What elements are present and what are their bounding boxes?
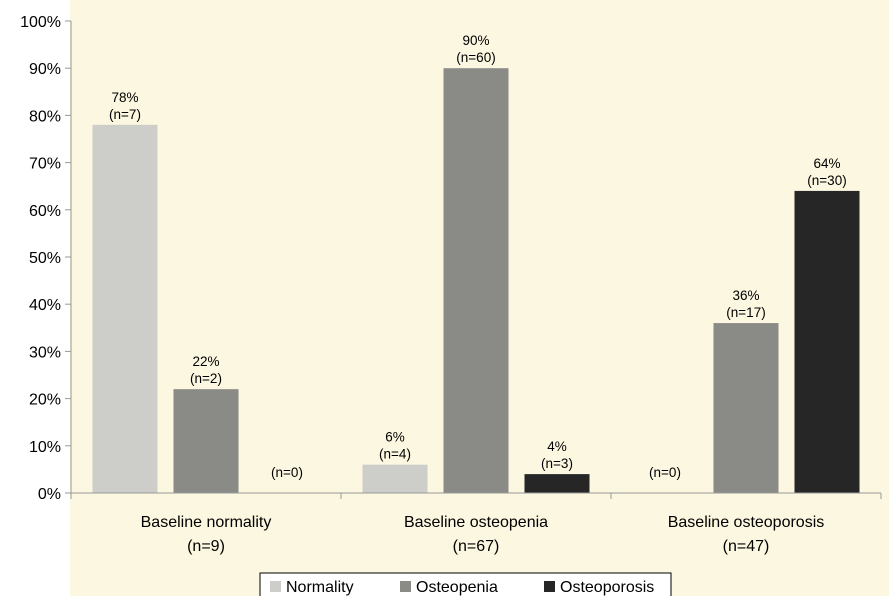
y-tick-label: 50%	[29, 250, 61, 267]
data-label-percent: 6%	[385, 430, 405, 445]
y-tick-label: 40%	[29, 297, 61, 314]
category-label: Baseline normality	[141, 514, 272, 531]
category-label: Baseline osteoporosis	[668, 514, 825, 531]
legend-label-osteopenia: Osteopenia	[416, 579, 498, 596]
y-tick-label: 70%	[29, 156, 61, 173]
category-labels-layer: Baseline normality (n=9) Baseline osteopen…	[141, 514, 825, 555]
legend-box	[259, 572, 672, 596]
data-label-count: (n=2)	[190, 371, 222, 386]
bar-normality	[92, 124, 158, 493]
legend-swatch-osteoporosis	[544, 581, 555, 592]
data-label-count: (n=60)	[456, 50, 495, 65]
legend-label-osteoporosis: Osteoporosis	[560, 579, 654, 596]
data-label-count: (n=17)	[726, 305, 765, 320]
legend-label-normality: Normality	[286, 579, 354, 596]
bar-osteoporosis	[794, 190, 860, 494]
data-label-count: (n=0)	[649, 465, 681, 480]
y-tick-label: 100%	[20, 14, 61, 31]
bar-normality	[362, 464, 428, 493]
y-tick-label: 60%	[29, 203, 61, 220]
y-ticks-layer: 0% 10% 20% 30% 40% 50% 60% 70% 80% 90% 100%	[20, 14, 71, 503]
category-count-label: (n=47)	[723, 538, 770, 555]
bar-osteopenia	[173, 389, 239, 493]
y-tick-label: 10%	[29, 439, 61, 456]
y-tick-label: 20%	[29, 392, 61, 409]
bar-osteoporosis	[524, 474, 590, 493]
bar-osteopenia	[713, 323, 779, 493]
bars-layer	[92, 68, 860, 494]
data-label-count: (n=3)	[541, 456, 573, 471]
legend: Normality Osteopenia Osteoporosis	[259, 572, 672, 596]
y-tick-label: 90%	[29, 61, 61, 78]
data-label-count: (n=4)	[379, 447, 411, 462]
data-label-percent: 22%	[192, 354, 219, 369]
data-labels-layer: 78% (n=7) 22% (n=2) (n=0) 6% (n=4) 90% (n=60) 4% (…	[109, 33, 847, 480]
data-label-count: (n=7)	[109, 107, 141, 122]
data-label-count: (n=0)	[271, 465, 303, 480]
bar-osteopenia	[443, 68, 509, 493]
y-tick-label: 30%	[29, 344, 61, 361]
y-tick-label: 0%	[38, 486, 61, 503]
data-label-percent: 64%	[813, 156, 840, 171]
data-label-percent: 78%	[111, 90, 138, 105]
category-count-label: (n=67)	[453, 538, 500, 555]
data-label-percent: 90%	[462, 33, 489, 48]
category-count-label: (n=9)	[187, 538, 225, 555]
data-label-count: (n=30)	[807, 173, 846, 188]
legend-swatch-normality	[270, 581, 281, 592]
legend-swatch-osteopenia	[400, 581, 411, 592]
category-label: Baseline osteopenia	[404, 514, 548, 531]
data-label-percent: 4%	[547, 439, 567, 454]
data-label-percent: 36%	[732, 288, 759, 303]
y-tick-label: 80%	[29, 108, 61, 125]
